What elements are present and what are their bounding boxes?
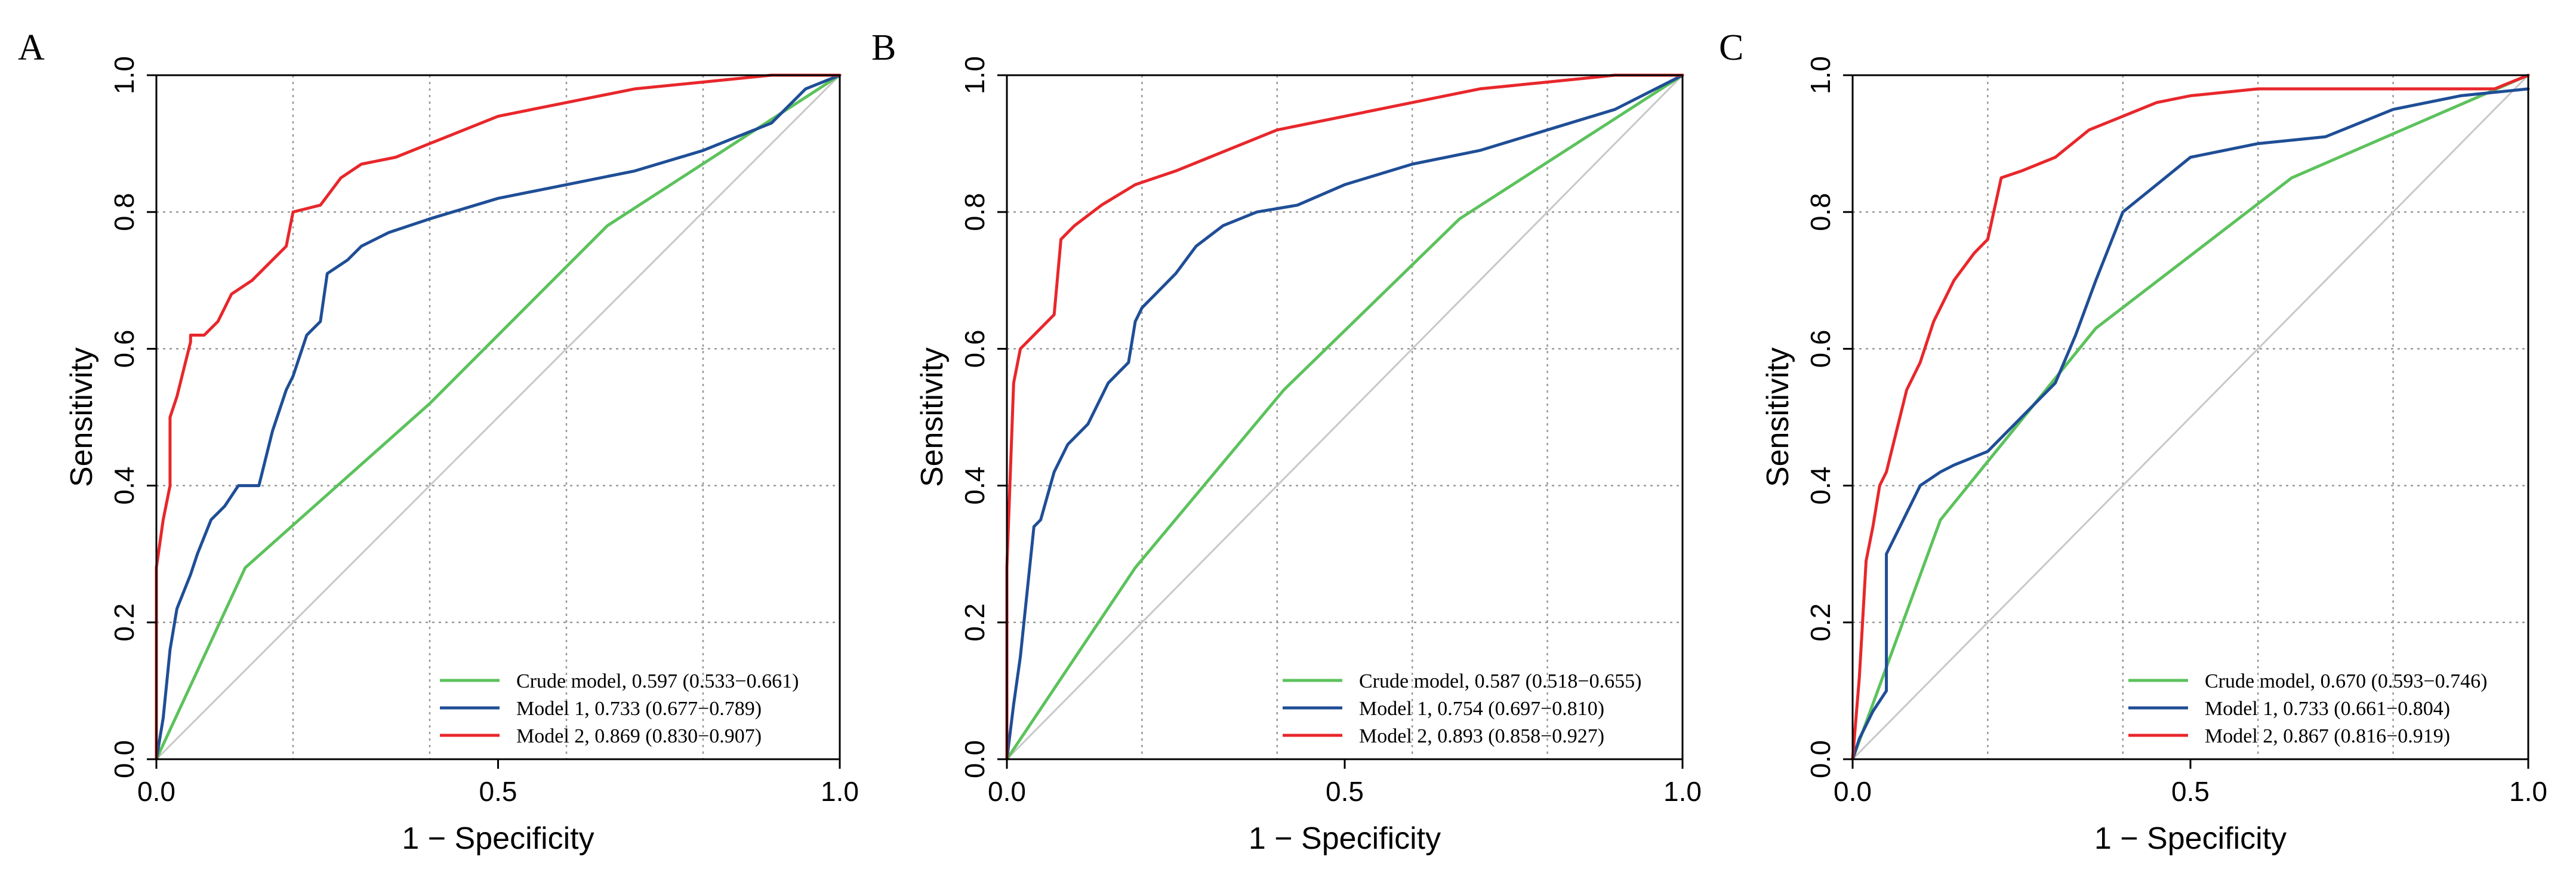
y-tick-label: 0.0: [1805, 740, 1836, 778]
legend-label: Model 1, 0.733 (0.661−0.804): [2205, 698, 2450, 720]
roc-curve-model-2: [1005, 73, 1684, 761]
y-axis-title: Sensitivity: [64, 347, 99, 487]
y-axis-title: Sensitivity: [915, 347, 950, 487]
legend-label: Model 1, 0.754 (0.697−0.810): [1359, 698, 1604, 720]
y-tick-label: 1.0: [1805, 56, 1836, 94]
y-tick-label: 1.0: [959, 56, 990, 94]
legend-label: Model 2, 0.893 (0.858−0.927): [1359, 725, 1604, 747]
roc-panel-a: A 0.0 0.2 0.4 0.6 0.8 1.0 0.0 0.5 1.0 1 − Specific…: [18, 27, 859, 856]
x-tick-label: 0.0: [988, 776, 1026, 807]
y-tick-label: 0.8: [1805, 193, 1836, 231]
y-tick-label: 0.8: [959, 193, 990, 231]
y-tick-label: 0.0: [959, 740, 990, 778]
y-tick-label: 1.0: [109, 56, 140, 94]
x-tick-label: 1.0: [821, 776, 859, 807]
legend-label: Model 2, 0.869 (0.830−0.907): [516, 725, 762, 747]
panel-letter: A: [18, 27, 45, 68]
y-axis-title: Sensitivity: [1761, 347, 1795, 487]
legend: Crude model, 0.587 (0.518−0.655) Model 1,…: [1283, 670, 1641, 747]
x-tick-label: 1.0: [1663, 776, 1702, 807]
legend-label: Crude model, 0.670 (0.593−0.746): [2205, 670, 2487, 692]
roc-panel-c: C 0.0 0.2 0.4 0.6 0.8 1.0 0.0 0.5 1.0 1 − Specific…: [1719, 27, 2547, 856]
x-axis-title: 1 − Specificity: [1249, 821, 1441, 856]
roc-panel-b: B 0.0 0.2 0.4 0.6 0.8 1.0 0.0 0.5 1.0 1 − Specific…: [871, 27, 1702, 856]
reference-diagonal-line: [1851, 74, 2529, 760]
y-tick-label: 0.4: [1805, 467, 1836, 505]
legend: Crude model, 0.670 (0.593−0.746) Model 1,…: [2128, 670, 2487, 747]
x-tick-label: 0.5: [2171, 776, 2210, 807]
grid: [1007, 75, 1683, 759]
panel-letter: C: [1719, 27, 1743, 68]
roc-curve-model-1: [1851, 87, 2530, 761]
x-tick-label: 0.5: [1326, 776, 1364, 807]
legend-label: Model 1, 0.733 (0.677−0.789): [516, 698, 762, 720]
reference-diagonal-line: [1006, 74, 1684, 760]
y-tick-label: 0.0: [109, 740, 140, 778]
y-tick-label: 0.4: [959, 467, 990, 505]
reference-diagonal-line: [155, 74, 841, 760]
legend: Crude model, 0.597 (0.533−0.661) Model 1,…: [440, 670, 799, 747]
y-tick-label: 0.2: [959, 603, 990, 642]
y-tick-label: 0.6: [1805, 329, 1836, 368]
panel-letter: B: [871, 27, 896, 68]
legend-label: Crude model, 0.597 (0.533−0.661): [516, 670, 799, 692]
x-axis-title: 1 − Specificity: [402, 821, 594, 856]
y-tick-label: 0.2: [1805, 603, 1836, 642]
y-tick-label: 0.2: [109, 603, 140, 642]
y-tick-label: 0.6: [109, 329, 140, 368]
grid: [1853, 75, 2528, 759]
y-tick-label: 0.6: [959, 329, 990, 368]
legend-label: Crude model, 0.587 (0.518−0.655): [1359, 670, 1641, 692]
roc-curve-model-2: [155, 73, 842, 761]
roc-curve-crude-model: [1851, 73, 2530, 761]
y-tick-label: 0.8: [109, 193, 140, 231]
roc-curve-crude-model: [155, 73, 842, 761]
legend-label: Model 2, 0.867 (0.816−0.919): [2205, 725, 2450, 747]
roc-curve-model-2: [1851, 73, 2530, 761]
roc-curve-model-1: [1005, 73, 1684, 761]
x-tick-label: 1.0: [2509, 776, 2547, 807]
roc-curve-model-1: [155, 73, 842, 761]
grid: [156, 75, 840, 759]
x-tick-label: 0.5: [479, 776, 517, 807]
x-tick-label: 0.0: [137, 776, 175, 807]
y-tick-label: 0.4: [109, 467, 140, 505]
x-tick-label: 0.0: [1834, 776, 1872, 807]
roc-curve-crude-model: [1005, 73, 1684, 761]
x-axis-title: 1 − Specificity: [2094, 821, 2287, 856]
